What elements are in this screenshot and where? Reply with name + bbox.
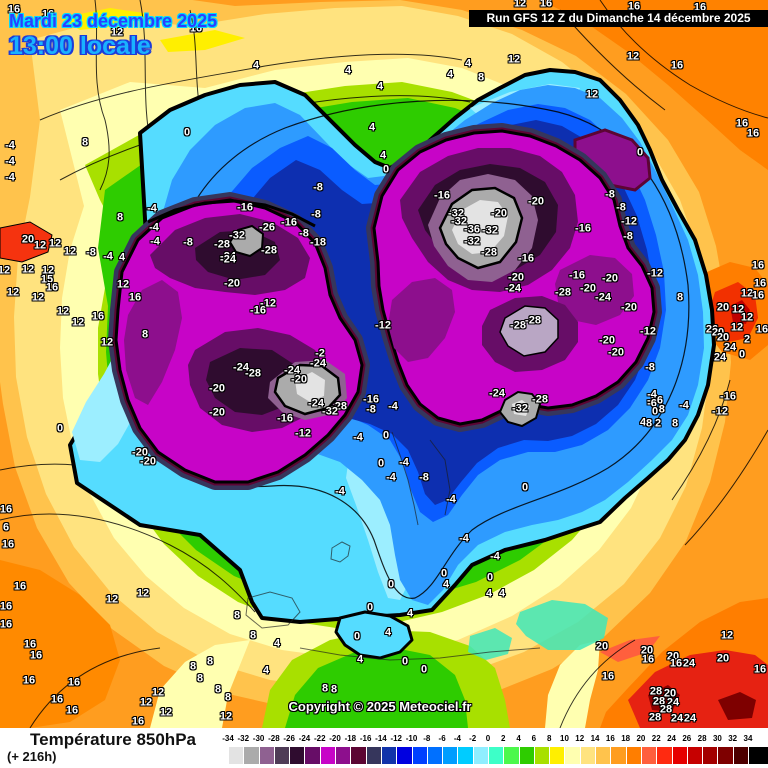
scale-swatch <box>487 747 505 764</box>
scale-tick-label: -30 <box>252 734 265 743</box>
scale-tick-label: 0 <box>485 734 491 743</box>
forecast-hour-label: (+ 216h) <box>7 749 57 764</box>
scale-swatch <box>365 747 382 764</box>
scale-tick-label: 16 <box>605 734 615 743</box>
scale-swatch <box>610 747 627 764</box>
scale-swatch <box>686 747 704 764</box>
scale-swatch <box>396 747 413 764</box>
scale-tick-label: -10 <box>405 734 418 743</box>
scale-tick-label: 6 <box>531 734 537 743</box>
scale-tick-label: -34 <box>222 734 234 743</box>
scale-tick-label: -28 <box>268 734 280 743</box>
scale-tick-label: 26 <box>682 734 692 743</box>
scale-tick-label: 12 <box>575 734 585 743</box>
scale-tick-label: -2 <box>469 734 477 743</box>
scale-tick-label: -20 <box>329 734 341 743</box>
copyright-label: Copyright © 2025 Meteociel.fr <box>288 699 472 714</box>
scale-swatch <box>579 747 597 764</box>
scale-tick-label: 34 <box>743 734 753 743</box>
scale-swatch <box>732 747 749 764</box>
valid-date-label: Mardi 23 décembre 2025 <box>9 11 218 31</box>
scale-tick-label: -4 <box>453 734 461 743</box>
temperature-map-graphic <box>0 0 768 728</box>
scale-swatch <box>702 747 719 764</box>
scale-tick-label: -16 <box>359 734 372 743</box>
parameter-title: Température 850hPa <box>30 730 196 749</box>
scale-swatch <box>472 747 489 764</box>
scale-swatch <box>640 747 658 764</box>
scale-swatch <box>518 747 535 764</box>
scale-swatch <box>503 747 520 764</box>
scale-tick-label: 14 <box>590 734 600 743</box>
scale-tick-label: 32 <box>728 734 738 743</box>
model-run-banner: Run GFS 12 Z du Dimanche 14 décembre 202… <box>469 10 768 27</box>
scale-swatch <box>533 747 551 764</box>
valid-time-label: 13:00 locale <box>9 32 151 60</box>
scale-swatch <box>717 747 734 764</box>
scale-swatch <box>258 747 275 764</box>
scale-tick-label: 4 <box>516 734 521 743</box>
scale-tick-label: -24 <box>298 734 311 743</box>
scale-swatch <box>549 747 566 764</box>
scale-swatch <box>228 747 245 764</box>
scale-tick-label: -14 <box>375 734 387 743</box>
scale-swatch <box>335 747 352 764</box>
scale-tick-label: -6 <box>438 734 446 743</box>
scale-tick-label: 22 <box>651 734 661 743</box>
scale-tick-label: 30 <box>712 734 722 743</box>
scale-swatch <box>289 747 306 764</box>
scale-tick-label: 18 <box>621 734 631 743</box>
scale-tick-label: 10 <box>560 734 569 743</box>
scale-swatch <box>564 747 581 764</box>
scale-swatch <box>625 747 642 764</box>
scale-swatch <box>319 747 337 764</box>
scale-swatch <box>243 747 260 764</box>
scale-swatch <box>457 747 474 764</box>
scale-swatch <box>273 747 291 764</box>
weather-map: 16 16 12 16 4 4 4 4 4 0 4 4 8 12 12 16 12 12 16 16 16 16 16 0 0-… <box>0 0 768 728</box>
scale-tick-label: 24 <box>667 734 676 743</box>
scale-tick-label: -22 <box>313 734 326 743</box>
scale-swatch <box>411 747 428 764</box>
scale-tick-label: -18 <box>344 734 357 743</box>
scale-swatch <box>380 747 398 764</box>
scale-swatch <box>350 747 367 764</box>
scale-tick-label: -32 <box>237 734 250 743</box>
color-scale: -34 -32 -30 -28 -26 -24 -22 -20 -18 -16 -14 -12 -10-… <box>0 728 768 768</box>
scale-swatch <box>442 747 459 764</box>
scale-swatch <box>656 747 673 764</box>
scale-tick-label: 20 <box>636 734 646 743</box>
scale-swatch <box>426 747 444 764</box>
scale-swatch <box>595 747 612 764</box>
scale-tick-label: 8 <box>546 734 552 743</box>
scale-swatch <box>304 747 321 764</box>
scale-tick-label: 28 <box>697 734 707 743</box>
legend-bar: Température 850hPa (+ 216h) -34 -32 -30 -28… <box>0 728 768 768</box>
scale-tick-label: -26 <box>283 734 295 743</box>
scale-tick-label: 2 <box>501 734 506 743</box>
scale-swatch <box>671 747 688 764</box>
scale-tick-label: -12 <box>390 734 402 743</box>
scale-swatch <box>747 747 768 764</box>
scale-tick-label: -8 <box>423 734 431 743</box>
